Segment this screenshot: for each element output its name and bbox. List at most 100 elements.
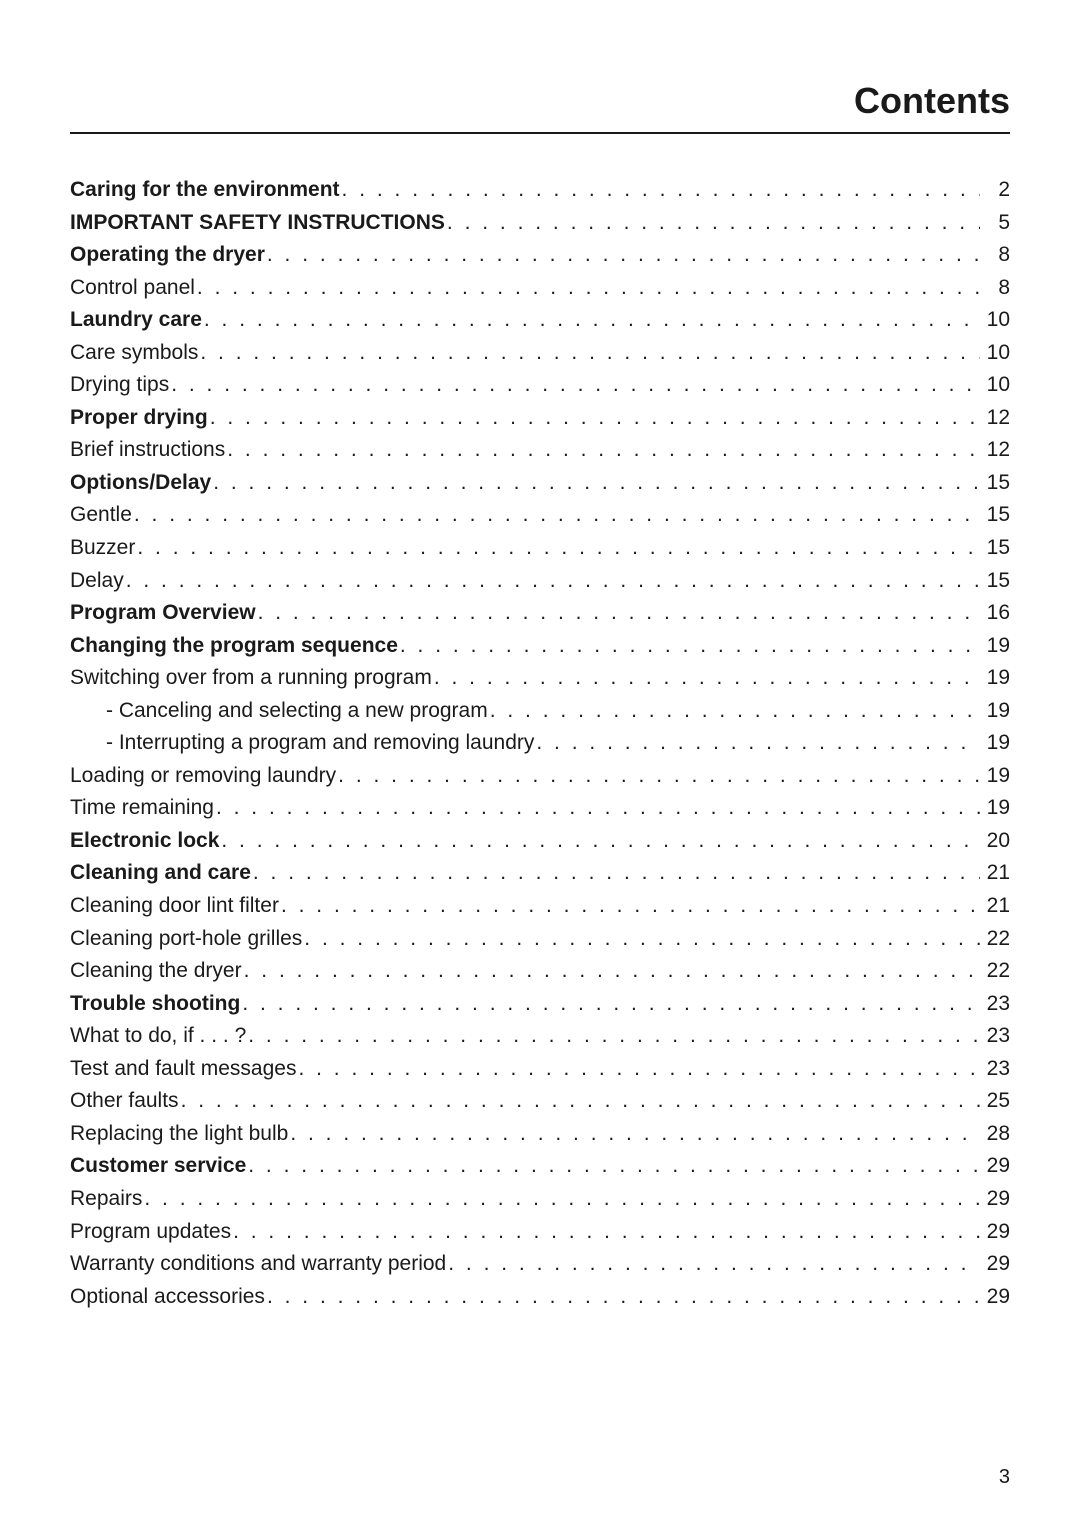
toc-page-number: 8 (980, 272, 1010, 305)
toc-page-number: 19 (980, 630, 1010, 663)
toc-page-number: 29 (980, 1248, 1010, 1281)
toc-row: Program updates . . . . . . . . . . . . … (70, 1216, 1010, 1249)
toc-page-number: 10 (980, 304, 1010, 337)
toc-dot-leader: . . . . . . . . . . . . . . . . . . . . … (265, 239, 980, 272)
toc-page-number: 15 (980, 467, 1010, 500)
toc-label: Other faults (70, 1085, 179, 1118)
toc-dot-leader: . . . . . . . . . . . . . . . . . . . . … (214, 792, 980, 825)
toc-page-number: 21 (980, 890, 1010, 923)
toc-row: Optional accessories . . . . . . . . . .… (70, 1281, 1010, 1314)
toc-dot-leader: . . . . . . . . . . . . . . . . . . . . … (251, 857, 980, 890)
toc-page-number: 20 (980, 825, 1010, 858)
toc-row: Loading or removing laundry . . . . . . … (70, 760, 1010, 793)
toc-page-number: 23 (980, 1053, 1010, 1086)
toc-page-number: 22 (980, 923, 1010, 956)
toc-label: Brief instructions (70, 434, 225, 467)
toc-dot-leader: . . . . . . . . . . . . . . . . . . . . … (340, 174, 980, 207)
toc-dot-leader: . . . . . . . . . . . . . . . . . . . . … (132, 499, 980, 532)
toc-row: - Canceling and selecting a new program … (70, 695, 1010, 728)
toc-page-number: 12 (980, 434, 1010, 467)
toc-row: Cleaning the dryer . . . . . . . . . . .… (70, 955, 1010, 988)
toc-page-number: 19 (980, 792, 1010, 825)
page-title: Contents (70, 80, 1010, 134)
toc-page-number: 28 (980, 1118, 1010, 1151)
toc-label: Cleaning the dryer (70, 955, 242, 988)
toc-dot-leader: . . . . . . . . . . . . . . . . . . . . … (246, 1020, 980, 1053)
toc-page-number: 8 (980, 239, 1010, 272)
toc-row: Drying tips . . . . . . . . . . . . . . … (70, 369, 1010, 402)
toc-row: Warranty conditions and warranty period … (70, 1248, 1010, 1281)
toc-page-number: 10 (980, 337, 1010, 370)
toc-row: Other faults . . . . . . . . . . . . . .… (70, 1085, 1010, 1118)
toc-row: Trouble shooting . . . . . . . . . . . .… (70, 988, 1010, 1021)
toc-dot-leader: . . . . . . . . . . . . . . . . . . . . … (445, 207, 980, 240)
toc-label: Drying tips (70, 369, 169, 402)
toc-label: - Interrupting a program and removing la… (106, 727, 534, 760)
toc-page-number: 12 (980, 402, 1010, 435)
toc-row: Operating the dryer . . . . . . . . . . … (70, 239, 1010, 272)
toc-row: Cleaning door lint filter . . . . . . . … (70, 890, 1010, 923)
toc-label: Switching over from a running program (70, 662, 432, 695)
toc-dot-leader: . . . . . . . . . . . . . . . . . . . . … (534, 727, 980, 760)
toc-label: Loading or removing laundry (70, 760, 336, 793)
toc-dot-leader: . . . . . . . . . . . . . . . . . . . . … (179, 1085, 980, 1118)
toc-label: Laundry care (70, 304, 202, 337)
toc-page-number: 10 (980, 369, 1010, 402)
toc-dot-leader: . . . . . . . . . . . . . . . . . . . . … (219, 825, 980, 858)
toc-page-number: 29 (980, 1150, 1010, 1183)
toc-page-number: 22 (980, 955, 1010, 988)
document-page: Contents Caring for the environment . . … (0, 0, 1080, 1529)
toc-label: Cleaning door lint filter (70, 890, 279, 923)
toc-dot-leader: . . . . . . . . . . . . . . . . . . . . … (446, 1248, 980, 1281)
toc-row: Switching over from a running program . … (70, 662, 1010, 695)
toc-label: Program Overview (70, 597, 256, 630)
toc-row: Electronic lock . . . . . . . . . . . . … (70, 825, 1010, 858)
toc-label: Options/Delay (70, 467, 211, 500)
toc-page-number: 29 (980, 1183, 1010, 1216)
toc-row: Care symbols . . . . . . . . . . . . . .… (70, 337, 1010, 370)
toc-page-number: 23 (980, 988, 1010, 1021)
toc-page-number: 29 (980, 1216, 1010, 1249)
toc-page-number: 23 (980, 1020, 1010, 1053)
toc-label: Customer service (70, 1150, 246, 1183)
toc-dot-leader: . . . . . . . . . . . . . . . . . . . . … (242, 955, 980, 988)
toc-row: Changing the program sequence . . . . . … (70, 630, 1010, 663)
toc-dot-leader: . . . . . . . . . . . . . . . . . . . . … (135, 532, 980, 565)
toc-dot-leader: . . . . . . . . . . . . . . . . . . . . … (225, 434, 980, 467)
toc-label: Changing the program sequence (70, 630, 398, 663)
toc-page-number: 16 (980, 597, 1010, 630)
toc-page-number: 15 (980, 532, 1010, 565)
toc-dot-leader: . . . . . . . . . . . . . . . . . . . . … (336, 760, 980, 793)
toc-dot-leader: . . . . . . . . . . . . . . . . . . . . … (142, 1183, 980, 1216)
toc-label: IMPORTANT SAFETY INSTRUCTIONS (70, 207, 445, 240)
toc-dot-leader: . . . . . . . . . . . . . . . . . . . . … (246, 1150, 980, 1183)
toc-page-number: 29 (980, 1281, 1010, 1314)
toc-dot-leader: . . . . . . . . . . . . . . . . . . . . … (211, 467, 980, 500)
toc-page-number: 19 (980, 695, 1010, 728)
page-number: 3 (999, 1466, 1010, 1489)
toc-row: Customer service . . . . . . . . . . . .… (70, 1150, 1010, 1183)
toc-row: Brief instructions . . . . . . . . . . .… (70, 434, 1010, 467)
toc-dot-leader: . . . . . . . . . . . . . . . . . . . . … (288, 1118, 980, 1151)
toc-page-number: 15 (980, 499, 1010, 532)
toc-row: Caring for the environment . . . . . . .… (70, 174, 1010, 207)
toc-row: What to do, if . . . ? . . . . . . . . .… (70, 1020, 1010, 1053)
toc-dot-leader: . . . . . . . . . . . . . . . . . . . . … (265, 1281, 980, 1314)
toc-dot-leader: . . . . . . . . . . . . . . . . . . . . … (302, 923, 980, 956)
toc-dot-leader: . . . . . . . . . . . . . . . . . . . . … (398, 630, 980, 663)
toc-dot-leader: . . . . . . . . . . . . . . . . . . . . … (432, 662, 980, 695)
toc-dot-leader: . . . . . . . . . . . . . . . . . . . . … (208, 402, 980, 435)
toc-label: Electronic lock (70, 825, 219, 858)
toc-row: Time remaining . . . . . . . . . . . . .… (70, 792, 1010, 825)
toc-label: Cleaning and care (70, 857, 251, 890)
toc-page-number: 5 (980, 207, 1010, 240)
toc-page-number: 19 (980, 727, 1010, 760)
toc-label: Repairs (70, 1183, 142, 1216)
toc-page-number: 25 (980, 1085, 1010, 1118)
toc-label: Proper drying (70, 402, 208, 435)
toc-row: Replacing the light bulb . . . . . . . .… (70, 1118, 1010, 1151)
toc-label: Time remaining (70, 792, 214, 825)
toc-label: Gentle (70, 499, 132, 532)
toc-row: - Interrupting a program and removing la… (70, 727, 1010, 760)
toc-page-number: 19 (980, 662, 1010, 695)
